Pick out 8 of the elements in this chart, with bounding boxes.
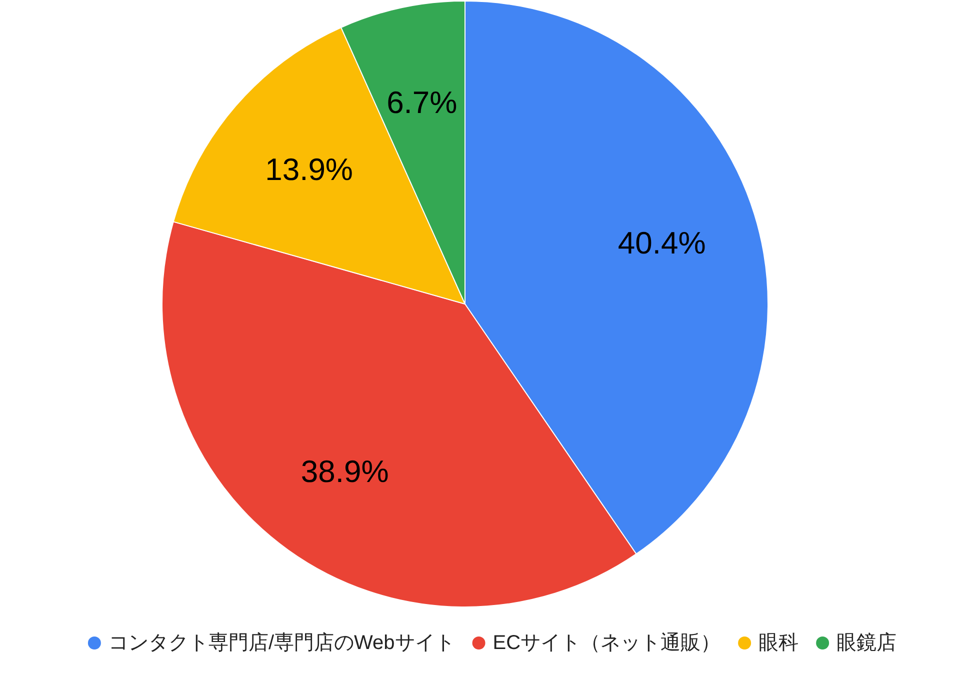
legend-label: 眼鏡店 — [836, 632, 897, 654]
legend-label: ECサイト（ネット通販） — [492, 632, 721, 654]
data-label: 38.9% — [300, 454, 389, 489]
data-label: 13.9% — [265, 152, 354, 187]
legend-label: 眼科 — [758, 632, 799, 654]
data-label: 40.4% — [618, 226, 706, 261]
legend-label: コンタクト専門店/専門店のWebサイト — [108, 632, 455, 654]
data-label: 6.7% — [386, 85, 458, 120]
